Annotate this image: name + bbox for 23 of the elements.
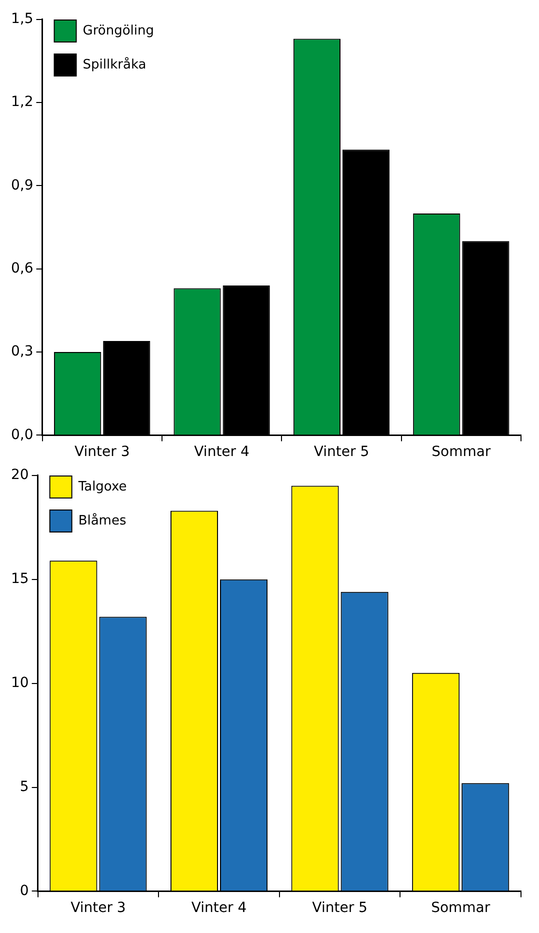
y-tick-label: 1,5 [11,11,34,28]
y-tick-label: 0,0 [11,426,34,443]
y-tick-label: 1,2 [11,94,34,110]
y-tick-label: 0,3 [11,344,34,360]
x-tick-label: Sommar [432,444,491,460]
x-tick-label: Vinter 4 [191,900,247,916]
legend-label: Blåmes [78,512,126,528]
y-tick-label: 0,9 [11,177,34,194]
x-tick-label: Vinter 3 [70,900,126,916]
legend-label: Spillkråka [82,56,146,72]
y-tick-label: 0 [20,882,29,899]
x-tick-label: Vinter 5 [312,900,368,916]
x-tick-label: Vinter 3 [74,444,130,460]
y-tick-label: 10 [10,674,29,691]
y-tick-label: 0,6 [11,260,34,277]
legend-label: Gröngöling [82,23,154,38]
legend-label: Talgoxe [77,479,127,494]
y-tick-label: 5 [20,778,29,795]
x-tick-label: Vinter 4 [194,444,250,460]
x-tick-label: Vinter 5 [314,444,370,460]
y-tick-label: 15 [10,570,29,587]
x-tick-label: Sommar [431,900,490,916]
y-tick-label: 20 [10,467,29,484]
